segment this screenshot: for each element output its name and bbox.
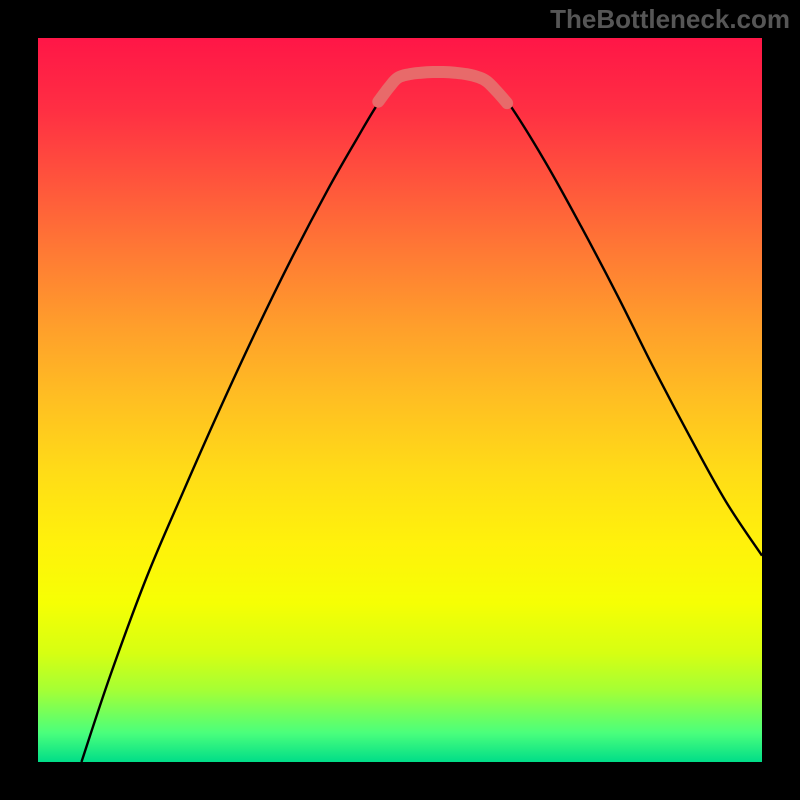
bottleneck-curve <box>81 72 762 762</box>
attribution-text: TheBottleneck.com <box>550 4 790 35</box>
plateau-marker <box>378 72 507 103</box>
plot-area <box>38 38 762 762</box>
chart-stage: TheBottleneck.com <box>0 0 800 800</box>
plot-svg-layer <box>38 38 762 762</box>
